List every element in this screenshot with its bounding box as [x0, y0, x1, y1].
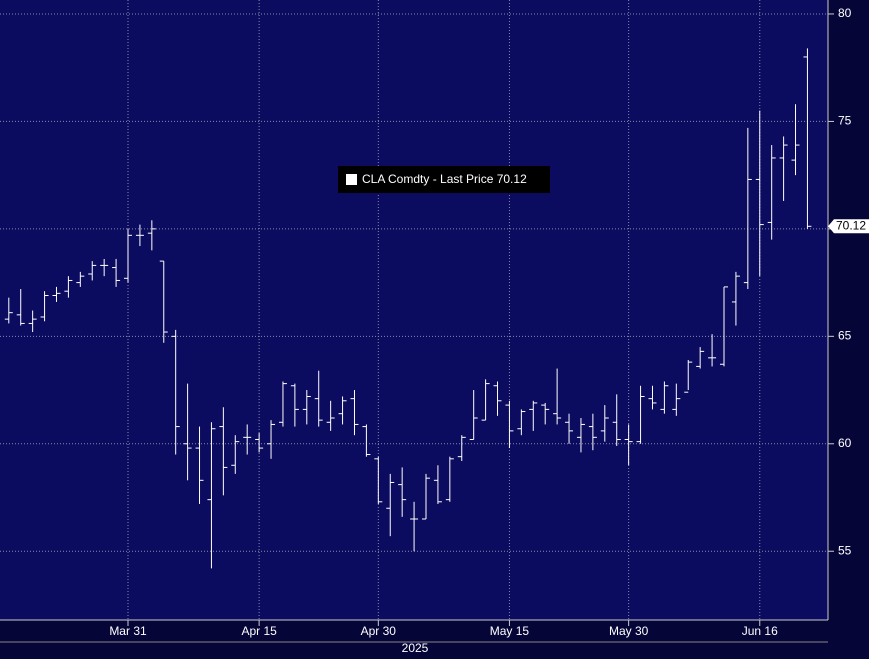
x-tick-label: Apr 30 — [361, 624, 397, 638]
x-tick-label: Jun 16 — [742, 624, 778, 638]
last-price-flag — [828, 219, 869, 234]
x-tick-label: Mar 31 — [109, 624, 147, 638]
x-tick-label: Apr 15 — [241, 624, 277, 638]
y-tick-label: 55 — [838, 543, 852, 557]
y-tick-label: 65 — [838, 328, 852, 342]
x-tick-label: May 30 — [609, 624, 649, 638]
y-tick-label: 80 — [838, 6, 852, 20]
last-price-label: 70.12 — [836, 218, 866, 232]
legend-text: CLA Comdty - Last Price 70.12 — [362, 172, 527, 186]
legend: CLA Comdty - Last Price 70.12 — [338, 166, 550, 193]
year-label: 2025 — [402, 641, 429, 655]
x-tick-label: May 15 — [490, 624, 530, 638]
y-tick-label: 75 — [838, 114, 852, 128]
legend-swatch — [346, 174, 357, 185]
legend-box — [338, 166, 550, 193]
y-tick-label: 60 — [838, 436, 852, 450]
